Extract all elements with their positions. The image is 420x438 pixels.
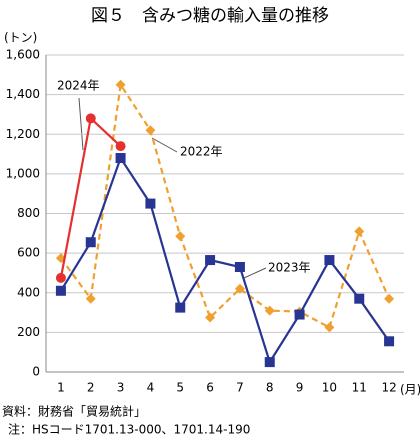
marker <box>55 272 66 283</box>
marker <box>55 285 66 296</box>
marker <box>145 198 156 209</box>
y-tick-label: 1,600 <box>6 48 40 62</box>
y-tick-label: 400 <box>17 285 40 299</box>
x-tick-label: 9 <box>296 381 304 395</box>
x-tick-label: 6 <box>206 381 214 395</box>
series-line <box>60 81 391 330</box>
leader-line <box>78 97 84 151</box>
x-tick-label: 3 <box>117 381 125 395</box>
marker <box>145 125 156 136</box>
marker <box>115 153 126 164</box>
series-label: 2022年 <box>180 145 223 159</box>
y-tick-label: 1,000 <box>6 166 40 180</box>
leader-line <box>243 267 267 279</box>
x-tick-label: 5 <box>176 381 184 395</box>
marker <box>115 141 126 152</box>
marker <box>175 302 186 313</box>
marker <box>115 79 126 90</box>
x-tick-label: 7 <box>236 381 244 395</box>
y-tick-label: 1,200 <box>6 127 40 141</box>
marker <box>85 237 96 248</box>
marker <box>324 322 335 333</box>
marker <box>175 231 186 242</box>
marker <box>384 336 395 347</box>
marker <box>85 293 96 304</box>
marker <box>205 312 216 323</box>
x-tick-label: 10 <box>322 381 337 395</box>
x-axis-label: (月) <box>400 383 420 397</box>
series-line <box>59 155 390 365</box>
marker <box>384 293 395 304</box>
y-tick-label: 200 <box>17 325 40 339</box>
hs-note: 注：HSコード1701.13-000、1701.14-190 <box>8 422 250 437</box>
marker <box>324 255 335 266</box>
series-label: 2024年 <box>57 79 100 93</box>
marker <box>354 293 365 304</box>
x-tick-label: 2 <box>87 381 95 395</box>
marker <box>294 309 305 320</box>
x-tick-label: 4 <box>147 381 155 395</box>
x-tick-label: 11 <box>352 381 367 395</box>
source-note: 資料：財務省「貿易統計」 <box>2 404 146 419</box>
y-tick-label: 1,400 <box>6 87 40 101</box>
y-tick-label: 0 <box>32 365 40 379</box>
series-label: 2023年 <box>268 261 311 275</box>
marker <box>85 113 96 124</box>
y-tick-label: 600 <box>17 246 40 260</box>
series-line <box>59 116 122 279</box>
y-tick-label: 800 <box>17 206 40 220</box>
marker <box>234 261 245 272</box>
y-axis-label: (トン) <box>4 31 37 45</box>
marker <box>264 305 275 316</box>
x-tick-label: 12 <box>381 381 396 395</box>
marker <box>354 226 365 237</box>
chart-title: 図５ 含みつ糖の輸入量の推移 <box>91 6 329 26</box>
marker <box>205 255 216 266</box>
x-tick-label: 8 <box>266 381 274 395</box>
leader-line <box>151 137 178 153</box>
x-tick-label: 1 <box>57 381 65 395</box>
marker <box>234 283 245 294</box>
marker <box>264 357 275 368</box>
